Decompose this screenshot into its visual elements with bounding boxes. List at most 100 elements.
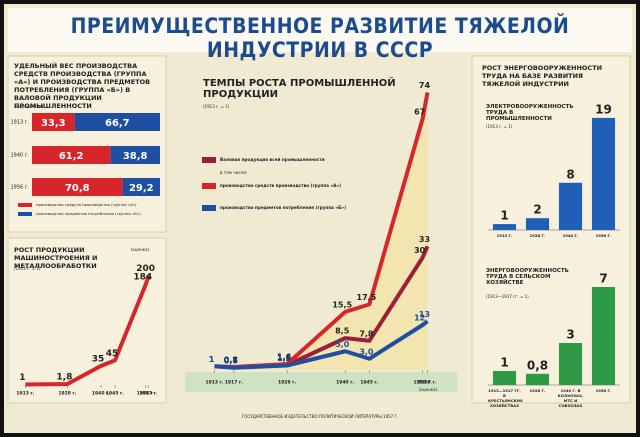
chart-title: Удельный вес производства средств произв… bbox=[14, 62, 151, 110]
chart-title: Темпы роста промышленной продукции bbox=[203, 78, 396, 100]
value-label: 5,0 bbox=[335, 340, 350, 349]
panel bbox=[7, 55, 167, 233]
x-tick-label: 1928 г. bbox=[529, 388, 546, 393]
chart-subtitle: (1913 г. = 1) bbox=[203, 104, 230, 109]
footer: Государственное издательство политическо… bbox=[241, 414, 399, 419]
x-tick-label: 1913 г. bbox=[16, 391, 34, 397]
value-label: 1 bbox=[19, 373, 25, 383]
value-label: 1,2 bbox=[277, 354, 291, 363]
x-tick-label: 1913 г. bbox=[205, 380, 223, 386]
value-label: 13 bbox=[419, 310, 430, 319]
y-tick-label: 1956 г. bbox=[10, 185, 29, 191]
x-tick-label: 1928 г. bbox=[278, 380, 296, 386]
value-label: 184 bbox=[133, 273, 152, 283]
legend-swatch bbox=[202, 183, 216, 189]
bar bbox=[591, 287, 616, 385]
bar-segment bbox=[74, 113, 160, 131]
value-label: 2 bbox=[533, 203, 541, 217]
value-label: 0,6 bbox=[224, 356, 239, 365]
x-tick-label: 1956 г. bbox=[595, 388, 612, 393]
bar bbox=[492, 224, 517, 230]
value-label: 33,3 bbox=[41, 118, 66, 129]
title-band bbox=[8, 8, 632, 52]
x-tick-label: 1956 г. bbox=[595, 233, 612, 238]
legend-label: Валовая продукция всей промышленности bbox=[220, 157, 325, 162]
value-label: 8 bbox=[566, 167, 574, 181]
bar-segment bbox=[32, 146, 111, 164]
x-tick-label: 1940 г. bbox=[92, 391, 110, 397]
value-label: 200 bbox=[136, 264, 155, 274]
panel bbox=[7, 237, 167, 404]
annotation: (оценка) bbox=[131, 247, 150, 252]
value-label: 1,3 bbox=[277, 354, 291, 363]
x-tick-label: 1945 г. bbox=[360, 380, 378, 386]
value-label: 33 bbox=[419, 235, 430, 244]
bar bbox=[525, 218, 550, 230]
legend-swatch bbox=[202, 157, 216, 163]
value-label: 1,6 bbox=[277, 353, 292, 362]
bar-segment bbox=[32, 178, 123, 196]
bar bbox=[591, 117, 616, 230]
value-label: 38,8 bbox=[123, 151, 148, 162]
poster-title: ПРЕИМУЩЕСТВЕННОЕ РАЗВИТИЕ ТЯЖЕЛОЙ ИНДУСТ… bbox=[70, 14, 570, 62]
legend-swatch bbox=[202, 205, 216, 211]
value-label: 0,7 bbox=[224, 356, 238, 365]
chart-subtitle: (1913—1917 гг. = 1) bbox=[486, 294, 529, 299]
value-label: 74 bbox=[419, 81, 431, 90]
value-label: 3 bbox=[566, 328, 574, 342]
value-label: 67 bbox=[414, 107, 425, 116]
group-title: Рост энерговооруженности труда на базе р… bbox=[482, 64, 603, 88]
chart-subtitle: (1913 г. = 1) bbox=[14, 266, 41, 271]
legend-label: производство предметов потребления (груп… bbox=[220, 205, 346, 210]
value-label: 1 bbox=[209, 355, 215, 364]
x-tick-label: 1917 г. bbox=[225, 380, 243, 386]
chart-title: Рост продукции машиностроения и металлоо… bbox=[14, 246, 98, 270]
value-label: 19 bbox=[595, 102, 612, 116]
value-label: 3,0 bbox=[359, 347, 374, 356]
bar-segment bbox=[32, 113, 75, 131]
x-tick-label: 1913 г. bbox=[496, 233, 513, 238]
value-label: 0,8 bbox=[527, 358, 548, 372]
legend-label: производство средств производства (групп… bbox=[36, 202, 137, 207]
value-label: 7,8 bbox=[359, 329, 374, 338]
chart-title: Энерговооруженность труда в сельском хоз… bbox=[486, 268, 569, 286]
value-label: 0,8 bbox=[224, 356, 239, 365]
value-label: 1 bbox=[500, 209, 508, 223]
legend-swatch bbox=[18, 212, 32, 216]
y-tick-label: 1913 г. bbox=[10, 120, 29, 126]
y-tick-label: 1940 г. bbox=[10, 153, 29, 159]
value-label: 66,7 bbox=[105, 118, 130, 129]
annotation: (оценка) bbox=[419, 387, 438, 392]
value-label: 45 bbox=[106, 349, 119, 359]
x-tick-label: 1940 г. в колхозах, МТС и совхозах bbox=[557, 388, 584, 408]
bar bbox=[492, 371, 517, 385]
x-tick-label: 1957 г. bbox=[418, 380, 436, 386]
x-tick-label: 1957 г. bbox=[140, 391, 158, 397]
value-label: 15,5 bbox=[332, 300, 352, 309]
legend-label: производство средств производства (групп… bbox=[220, 183, 341, 188]
x-tick-label: 1956 г. bbox=[137, 391, 155, 397]
legend-note: в том числе: bbox=[220, 170, 247, 175]
area bbox=[214, 92, 428, 370]
x-tick-label: 1913—1917 гг. в крестьянских хозяйствах bbox=[488, 388, 523, 408]
bar bbox=[558, 182, 583, 230]
value-label: 35 bbox=[92, 354, 105, 364]
bar bbox=[525, 373, 550, 385]
value-label: 7 bbox=[599, 272, 607, 286]
legend-label: производство предметов потребления (груп… bbox=[36, 211, 141, 216]
value-label: 1 bbox=[500, 356, 508, 370]
value-label: 8,5 bbox=[335, 327, 350, 336]
legend-swatch bbox=[18, 203, 32, 207]
chart-subtitle: (1913 г. = 1) bbox=[486, 124, 513, 129]
value-label: 29,2 bbox=[129, 183, 154, 194]
x-tick-label: 1945 г. bbox=[106, 391, 124, 397]
value-label: 17,5 bbox=[357, 293, 377, 302]
x-tick-label: 1940 г. bbox=[336, 380, 354, 386]
x-tick-label: 1956 г. bbox=[414, 380, 432, 386]
value-label: 70,8 bbox=[65, 183, 90, 194]
chart-subtitle: (в процентах) bbox=[14, 104, 44, 109]
x-tick-label: 1940 г. bbox=[562, 233, 579, 238]
value-label: 30 bbox=[414, 246, 426, 255]
x-tick-label: 1928 г. bbox=[58, 391, 76, 397]
